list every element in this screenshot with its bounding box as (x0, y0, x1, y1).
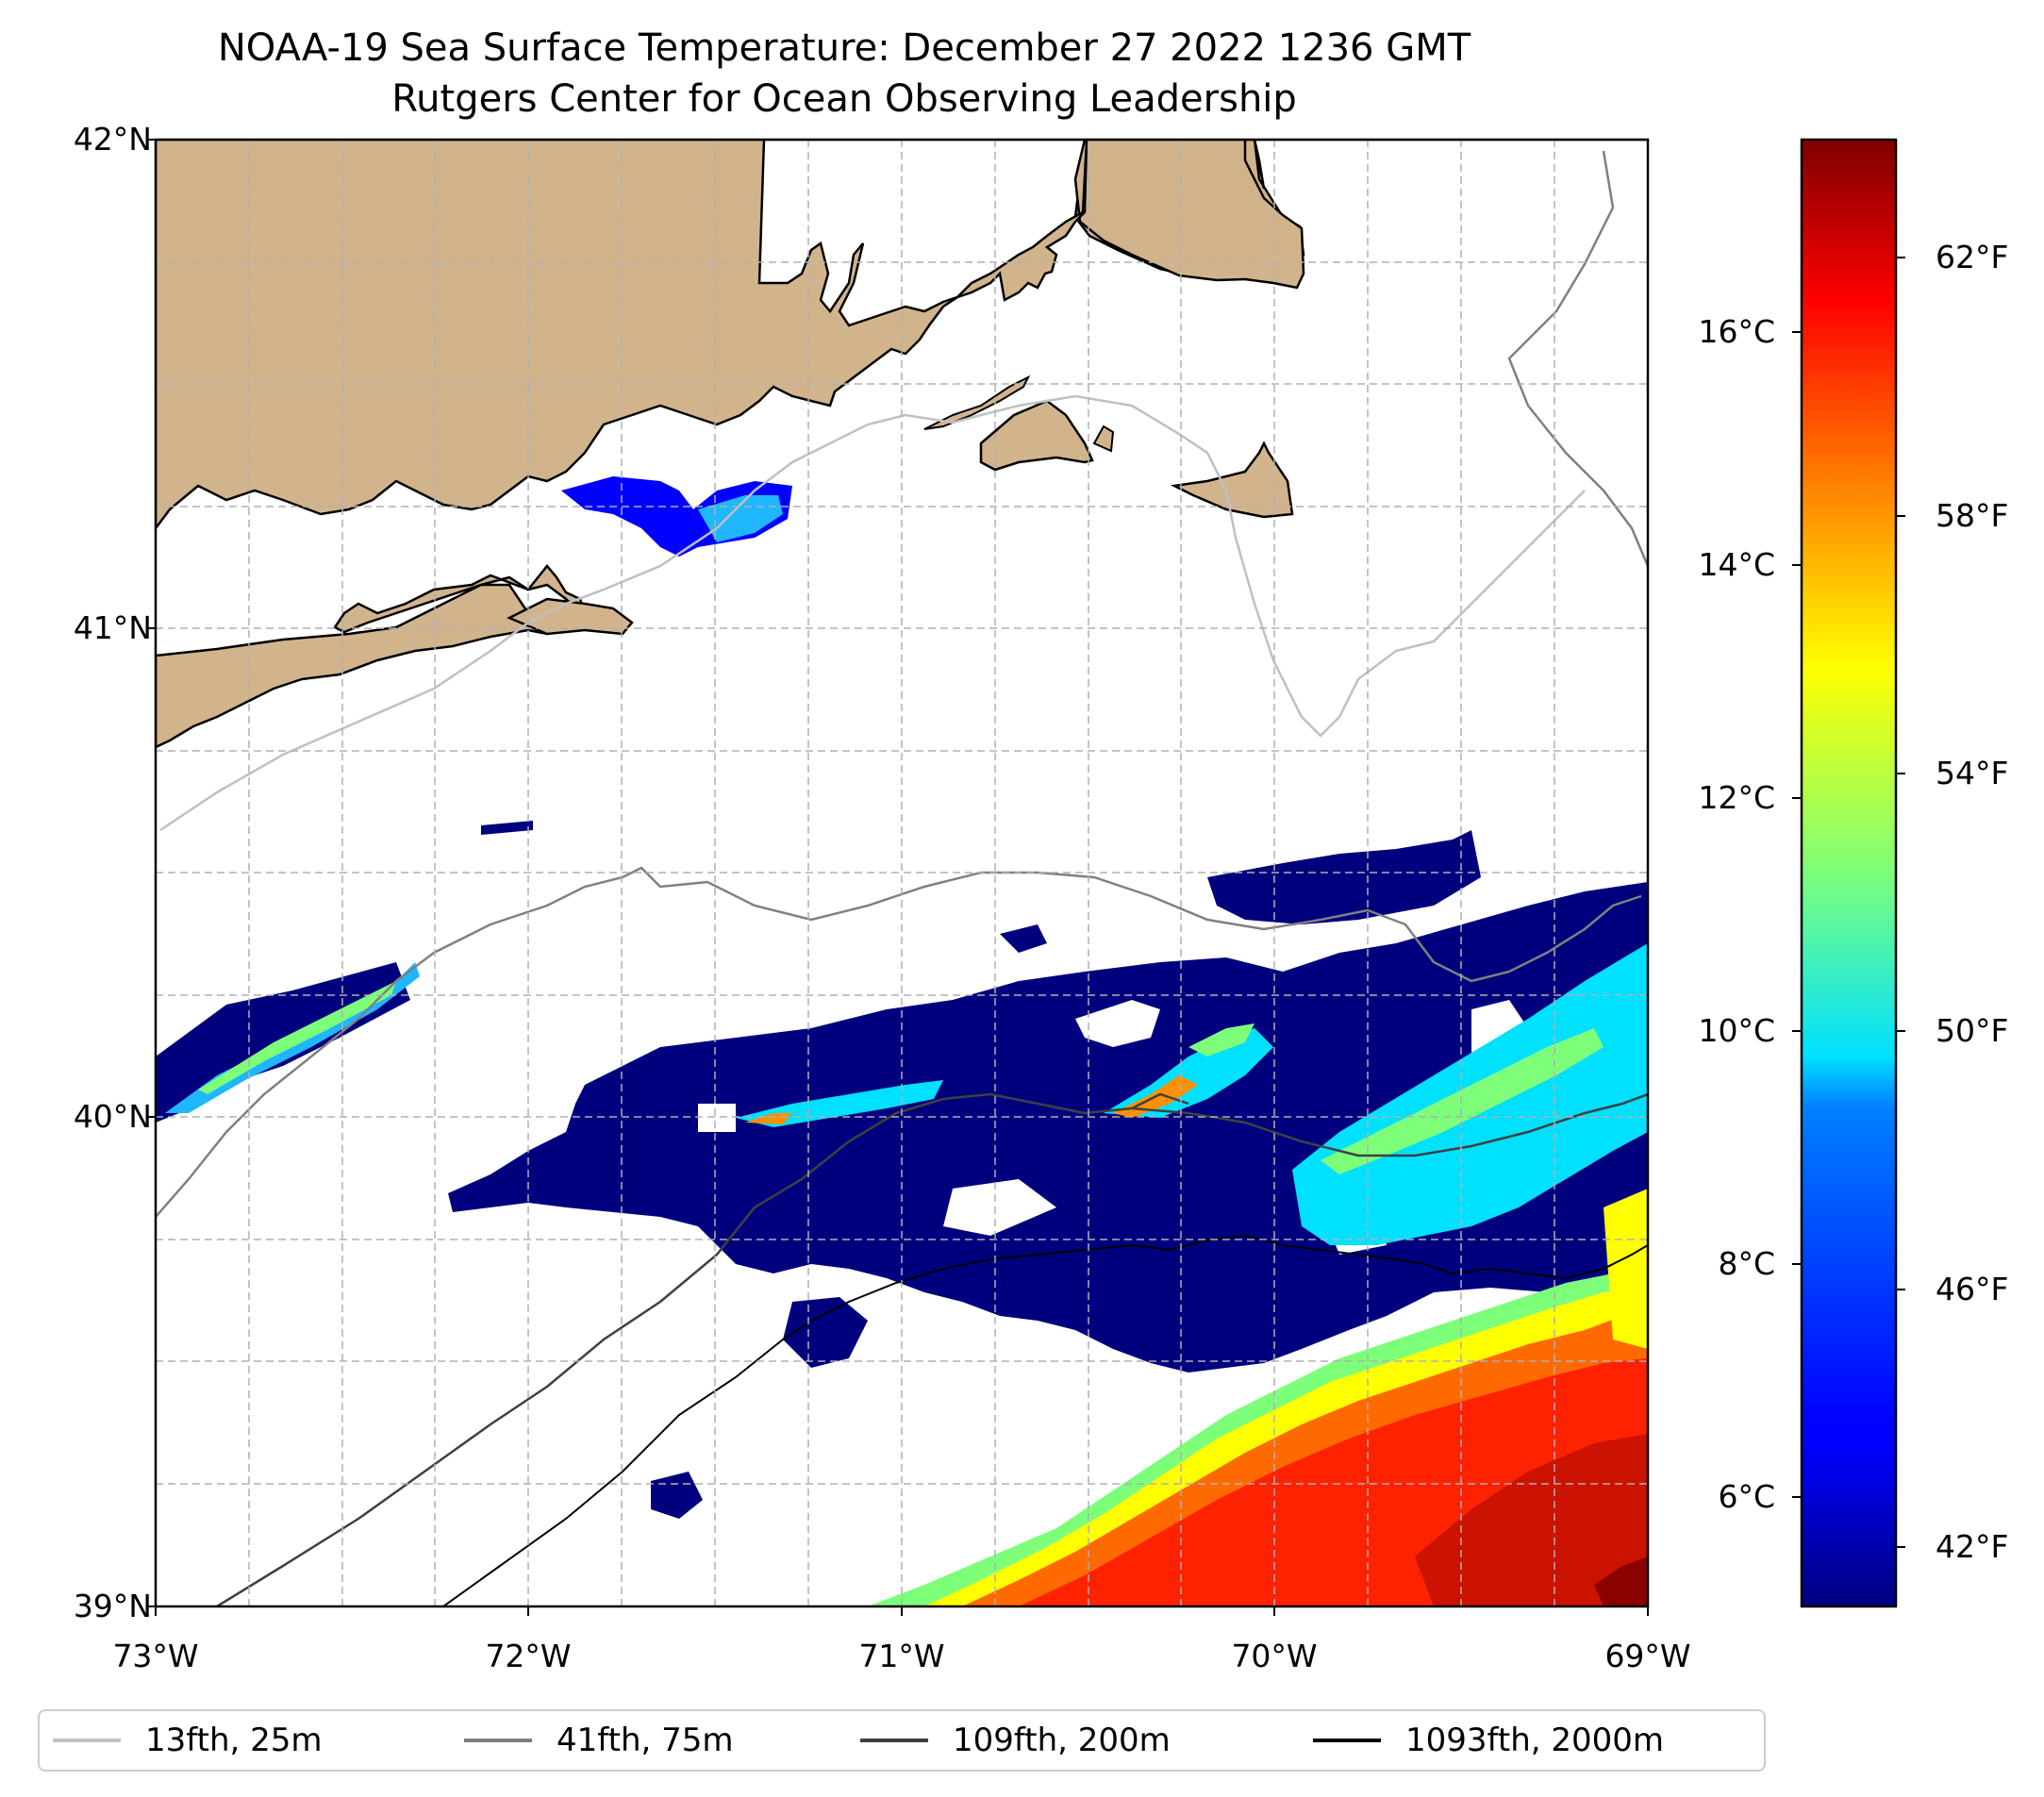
gridlines (156, 140, 1648, 1606)
legend-item-200m: 109fth, 200m (860, 1711, 1171, 1770)
legend-line-25m (53, 1739, 121, 1742)
lat-label-42: 42°N (73, 121, 152, 158)
colorbar-label-50f: 50°F (1936, 1012, 2009, 1049)
colorbar-label-62f: 62°F (1936, 239, 2009, 275)
lon-label-70: 70°W (1231, 1638, 1318, 1674)
colorbar-label-16c: 16°C (1698, 313, 1775, 350)
legend-item-2000m: 1093fth, 2000m (1313, 1711, 1664, 1770)
legend-label-2000m: 1093fth, 2000m (1405, 1722, 1665, 1759)
figure-title: NOAA-19 Sea Surface Temperature: Decembe… (217, 26, 1471, 70)
land-long-island-fork (507, 597, 634, 636)
legend-label-200m: 109fth, 200m (953, 1722, 1171, 1759)
sst-data-layer (156, 476, 1648, 1606)
figure-subtitle: Rutgers Center for Ocean Observing Leade… (391, 77, 1297, 121)
legend-line-2000m (1313, 1739, 1381, 1742)
colorbar-ticks (1792, 257, 1905, 1548)
land-nantucket (1170, 441, 1294, 519)
legend-label-75m: 41fth, 75m (557, 1722, 734, 1759)
land-block-island (1092, 424, 1115, 453)
colorbar-label-14c: 14°C (1698, 546, 1775, 583)
contour-legend: 13fth, 25m 41fth, 75m 109fth, 200m 1093f… (38, 1709, 1766, 1772)
contour-2000m (442, 1234, 1648, 1606)
legend-item-75m: 41fth, 75m (464, 1711, 734, 1770)
lat-label-39: 39°N (73, 1588, 152, 1624)
legend-item-25m: 13fth, 25m (53, 1711, 323, 1770)
land-mainland (156, 140, 1088, 531)
lon-label-69: 69°W (1604, 1638, 1691, 1674)
legend-label-25m: 13fth, 25m (145, 1722, 323, 1759)
legend-line-200m (860, 1739, 928, 1742)
colorbar-label-46f: 46°F (1936, 1271, 2009, 1307)
lon-label-71: 71°W (858, 1638, 945, 1674)
colorbar-label-58f: 58°F (1936, 497, 2009, 534)
lon-label-73: 73°W (112, 1638, 199, 1674)
lat-label-41: 41°N (73, 609, 152, 646)
contour-75m (156, 150, 1648, 1218)
lat-label-40: 40°N (73, 1098, 152, 1135)
colorbar-label-6c: 6°C (1718, 1478, 1775, 1515)
colorbar-label-10c: 10°C (1698, 1012, 1775, 1049)
colorbar-label-12c: 12°C (1698, 779, 1775, 816)
map-ticks (146, 139, 1649, 1616)
colorbar (1800, 138, 1898, 1608)
colorbar-label-42f: 42°F (1936, 1528, 2009, 1565)
colorbar-label-54f: 54°F (1936, 755, 2009, 791)
lon-label-72: 72°W (485, 1638, 572, 1674)
land-cape-cod (1073, 140, 1305, 290)
colorbar-label-8c: 8°C (1718, 1245, 1775, 1282)
legend-line-75m (464, 1739, 532, 1742)
contour-200m (216, 1092, 1648, 1606)
